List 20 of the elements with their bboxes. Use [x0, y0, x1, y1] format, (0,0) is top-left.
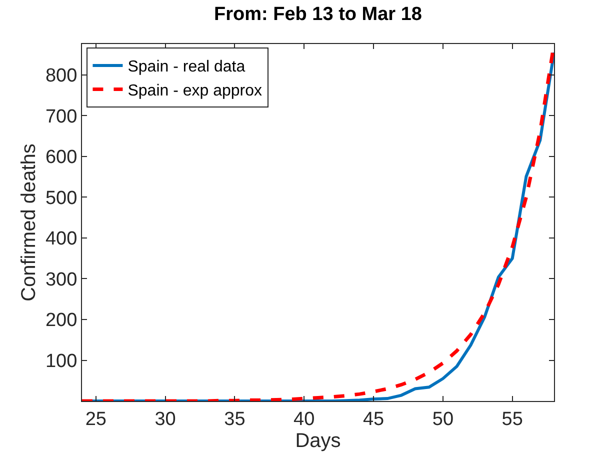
y-tick-label: 500	[45, 188, 78, 209]
legend-label: Spain - exp approx	[128, 82, 262, 100]
x-tick-label: 25	[85, 408, 106, 430]
y-tick-label: 200	[45, 310, 78, 332]
y-tick-label: 700	[45, 106, 78, 128]
y-tick-label: 300	[45, 269, 78, 290]
x-tick-label: 55	[502, 408, 523, 430]
x-tick-label: 35	[224, 408, 246, 430]
y-tick-label: 100	[45, 350, 78, 372]
legend-label: Spain - real data	[128, 58, 246, 76]
x-tick-label: 45	[362, 408, 384, 430]
chart-title: From: Feb 13 to Mar 18	[214, 4, 422, 26]
x-tick-label: 30	[154, 408, 176, 430]
y-tick-label: 600	[45, 147, 78, 168]
x-axis-title: Days	[295, 430, 341, 452]
y-tick-label: 400	[45, 228, 78, 250]
y-tick-label: 800	[45, 66, 78, 87]
y-axis-title: Confirmed deaths	[18, 144, 40, 302]
x-tick-label: 50	[432, 408, 454, 430]
x-tick-label: 40	[294, 408, 315, 430]
